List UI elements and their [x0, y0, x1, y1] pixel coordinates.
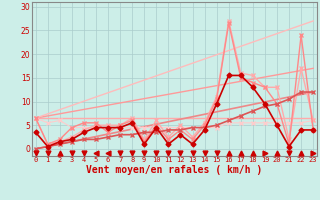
X-axis label: Vent moyen/en rafales ( km/h ): Vent moyen/en rafales ( km/h ): [86, 165, 262, 175]
